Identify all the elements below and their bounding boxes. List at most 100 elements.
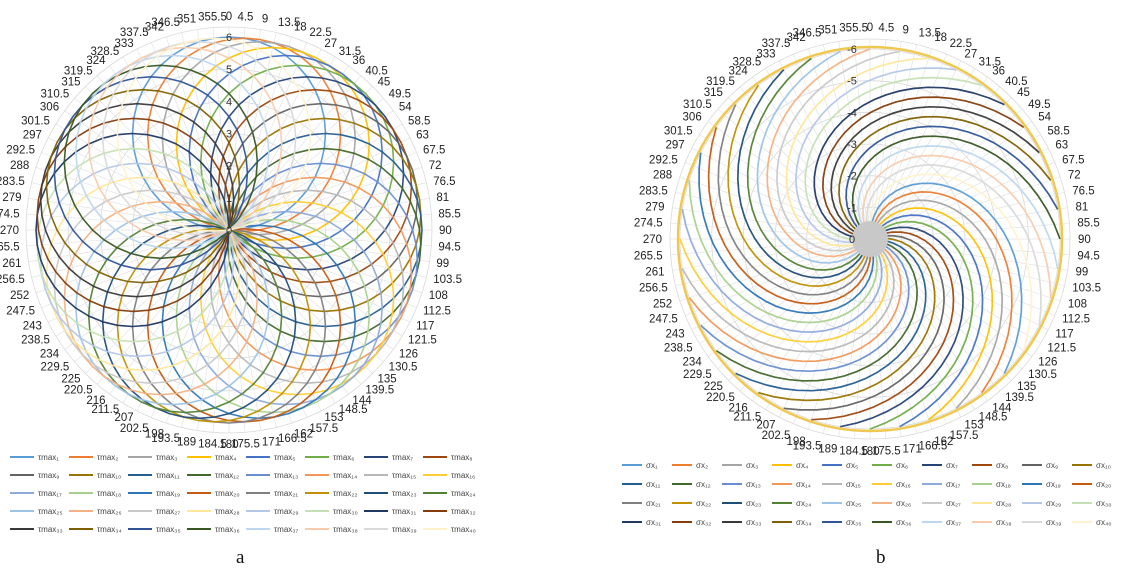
legend-label: τmax₃₂ [451, 507, 476, 516]
angle-label: 108 [429, 290, 448, 302]
angle-label: 103.5 [433, 274, 462, 286]
angle-label: 274.5 [0, 209, 20, 221]
spoke [228, 110, 394, 231]
angle-label: 108 [1068, 298, 1087, 310]
legend-label: σx₁₄ [796, 480, 811, 489]
angle-label: 85.5 [1077, 218, 1099, 230]
angle-label: 157.5 [950, 430, 979, 442]
angle-label: 292.5 [649, 154, 678, 166]
spoke [228, 86, 373, 231]
radial-tick-label: -4 [847, 107, 857, 119]
legend-label: τmax₇ [392, 453, 413, 462]
series-line [869, 214, 984, 428]
spoke [739, 238, 871, 392]
series-line [727, 84, 871, 287]
angle-label: 346.5 [151, 17, 180, 29]
angle-label: 193.5 [151, 433, 180, 445]
series-line [707, 127, 872, 305]
angle-label: 351 [818, 25, 837, 37]
legend-label: τmax₃₈ [333, 525, 358, 534]
spoke [869, 238, 1012, 381]
angle-label: 247.5 [6, 305, 35, 317]
spoke [228, 229, 373, 374]
outer-ring [669, 38, 1071, 440]
legend-label: σx₉ [1046, 461, 1058, 470]
spoke [869, 147, 1049, 240]
angle-label: 18 [934, 32, 947, 44]
angle-label: 99 [1075, 267, 1088, 279]
legend-label: τmax₂₈ [215, 507, 240, 516]
angle-label: 270 [0, 225, 19, 237]
angle-label: 72 [1068, 170, 1081, 182]
legend-label: σx₆ [896, 461, 908, 470]
series-line [766, 48, 871, 258]
angle-label: 216 [86, 395, 105, 407]
series-line [199, 200, 395, 396]
angle-label: 81 [436, 192, 449, 204]
radial-tick-label: -2 [847, 171, 857, 183]
spoke [869, 238, 887, 439]
spoke [869, 76, 988, 240]
spoke [752, 76, 871, 240]
series-line [75, 54, 270, 250]
angle-label: 288 [653, 170, 672, 182]
legend-label: σx₂₉ [1046, 499, 1061, 508]
legend-label: σx₁₈ [996, 480, 1011, 489]
series-group [679, 48, 1061, 430]
legend-label: σx₃₂ [696, 518, 711, 527]
angle-label: 76.5 [433, 176, 455, 188]
series-line [175, 218, 371, 414]
angle-label: 252 [10, 290, 29, 302]
angle-label: 279 [2, 192, 21, 204]
angle-label: 270 [643, 234, 662, 246]
angle-label: 306 [40, 102, 59, 114]
angle-label: 247.5 [649, 314, 678, 326]
angle-label: 256.5 [639, 283, 668, 295]
angle-label: 319.5 [64, 65, 93, 77]
legend-label: σx₂₂ [696, 499, 711, 508]
angle-label: 297 [665, 140, 684, 152]
spoke [869, 191, 1065, 240]
series-line [746, 57, 871, 271]
spoke [869, 108, 1023, 240]
spoke [869, 207, 1068, 240]
spoke [691, 238, 871, 331]
angle-label: 94.5 [438, 241, 460, 253]
angle-label: 144 [992, 402, 1012, 414]
angle-label: 355.5 [198, 12, 227, 24]
series-line [862, 154, 1052, 298]
spoke [670, 238, 871, 256]
spoke [228, 29, 262, 231]
spoke [35, 166, 230, 231]
spoke [136, 229, 230, 412]
angle-label: 18 [294, 21, 307, 33]
angle-label: 220.5 [64, 385, 93, 397]
angle-label: 274.5 [634, 218, 663, 230]
series-line [63, 200, 259, 396]
series-line [45, 88, 241, 284]
series-line [869, 207, 994, 421]
spoke [109, 229, 230, 395]
angle-label: 31.5 [979, 57, 1001, 69]
angle-label: 279 [645, 201, 664, 213]
spoke [869, 44, 918, 240]
spoke [869, 238, 918, 434]
angle-label: 99 [436, 258, 449, 270]
angle-label: 216 [729, 402, 748, 414]
legend-label: τmax₂ [97, 453, 118, 462]
radial-tick-label: 0 [226, 225, 232, 237]
angle-label: 63 [1055, 140, 1068, 152]
series-line [217, 176, 413, 372]
spoke [869, 162, 1055, 240]
angle-label: 198 [787, 436, 806, 448]
radial-tick-label: 5 [226, 64, 232, 76]
spoke [47, 229, 230, 323]
spoke [685, 162, 871, 240]
legend-label: σx₃₁ [646, 518, 661, 527]
series-line [53, 76, 249, 271]
spoke [807, 48, 871, 240]
spoke [793, 238, 871, 424]
legend-label: σx₅ [846, 461, 858, 470]
series-line [822, 96, 1025, 240]
